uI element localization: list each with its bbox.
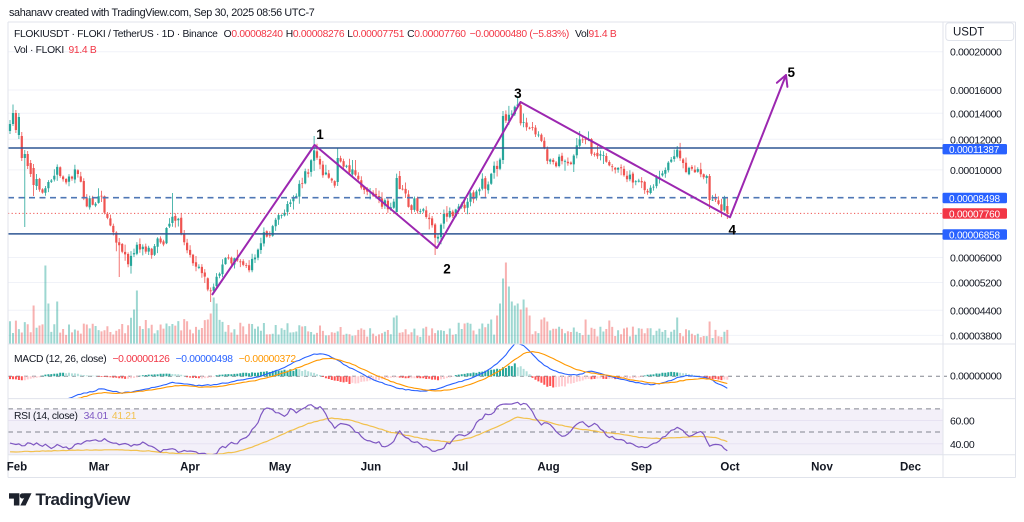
svg-text:Vol · FLOKI 91.4 B: Vol · FLOKI 91.4 B <box>14 45 97 56</box>
svg-text:USDT: USDT <box>953 27 984 39</box>
svg-text:0.00000000: 0.00000000 <box>950 371 1002 383</box>
svg-text:May: May <box>269 462 292 474</box>
svg-text:4: 4 <box>728 223 736 238</box>
svg-text:Dec: Dec <box>900 462 922 474</box>
svg-text:TradingView: TradingView <box>36 490 132 509</box>
svg-text:sahanavv created with TradingV: sahanavv created with TradingView.com, S… <box>9 7 315 19</box>
svg-text:FLOKIUSDT · FLOKI / TetherUS ·: FLOKIUSDT · FLOKI / TetherUS · 1D · Bina… <box>14 29 617 40</box>
svg-text:0.00014000: 0.00014000 <box>950 108 1002 120</box>
svg-text:60.00: 60.00 <box>950 416 975 428</box>
svg-text:0.00008498: 0.00008498 <box>949 194 1000 205</box>
svg-text:0.00010000: 0.00010000 <box>950 165 1002 177</box>
svg-text:MACD (12, 26, close)−0.0000012: MACD (12, 26, close) −0.00000126 −0.000004… <box>14 354 296 365</box>
svg-text:0.00012000: 0.00012000 <box>950 134 1002 146</box>
svg-text:0.00003800: 0.00003800 <box>950 330 1002 342</box>
svg-text:Sep: Sep <box>631 462 652 474</box>
svg-text:Aug: Aug <box>537 462 559 474</box>
svg-text:0.00004400: 0.00004400 <box>950 305 1002 317</box>
svg-text:2: 2 <box>443 262 451 277</box>
svg-text:Feb: Feb <box>7 462 27 474</box>
svg-text:Apr: Apr <box>180 462 200 474</box>
svg-text:Jul: Jul <box>452 462 469 474</box>
svg-text:Mar: Mar <box>89 462 110 474</box>
svg-text:Oct: Oct <box>720 462 739 474</box>
svg-text:0.00020000: 0.00020000 <box>950 47 1002 59</box>
svg-text:0.00011387: 0.00011387 <box>949 145 1000 156</box>
svg-text:Jun: Jun <box>361 462 381 474</box>
svg-text:0.00006000: 0.00006000 <box>950 253 1002 265</box>
svg-text:0.00005200: 0.00005200 <box>950 278 1002 290</box>
svg-text:1: 1 <box>316 127 324 142</box>
svg-text:Nov: Nov <box>811 462 833 474</box>
svg-text:0.00016000: 0.00016000 <box>950 85 1002 97</box>
svg-text:0.00007760: 0.00007760 <box>949 209 1000 220</box>
svg-text:3: 3 <box>514 86 522 101</box>
svg-text:40.00: 40.00 <box>950 439 975 451</box>
svg-text:5: 5 <box>787 65 795 80</box>
svg-text:0.00006858: 0.00006858 <box>949 230 1000 241</box>
